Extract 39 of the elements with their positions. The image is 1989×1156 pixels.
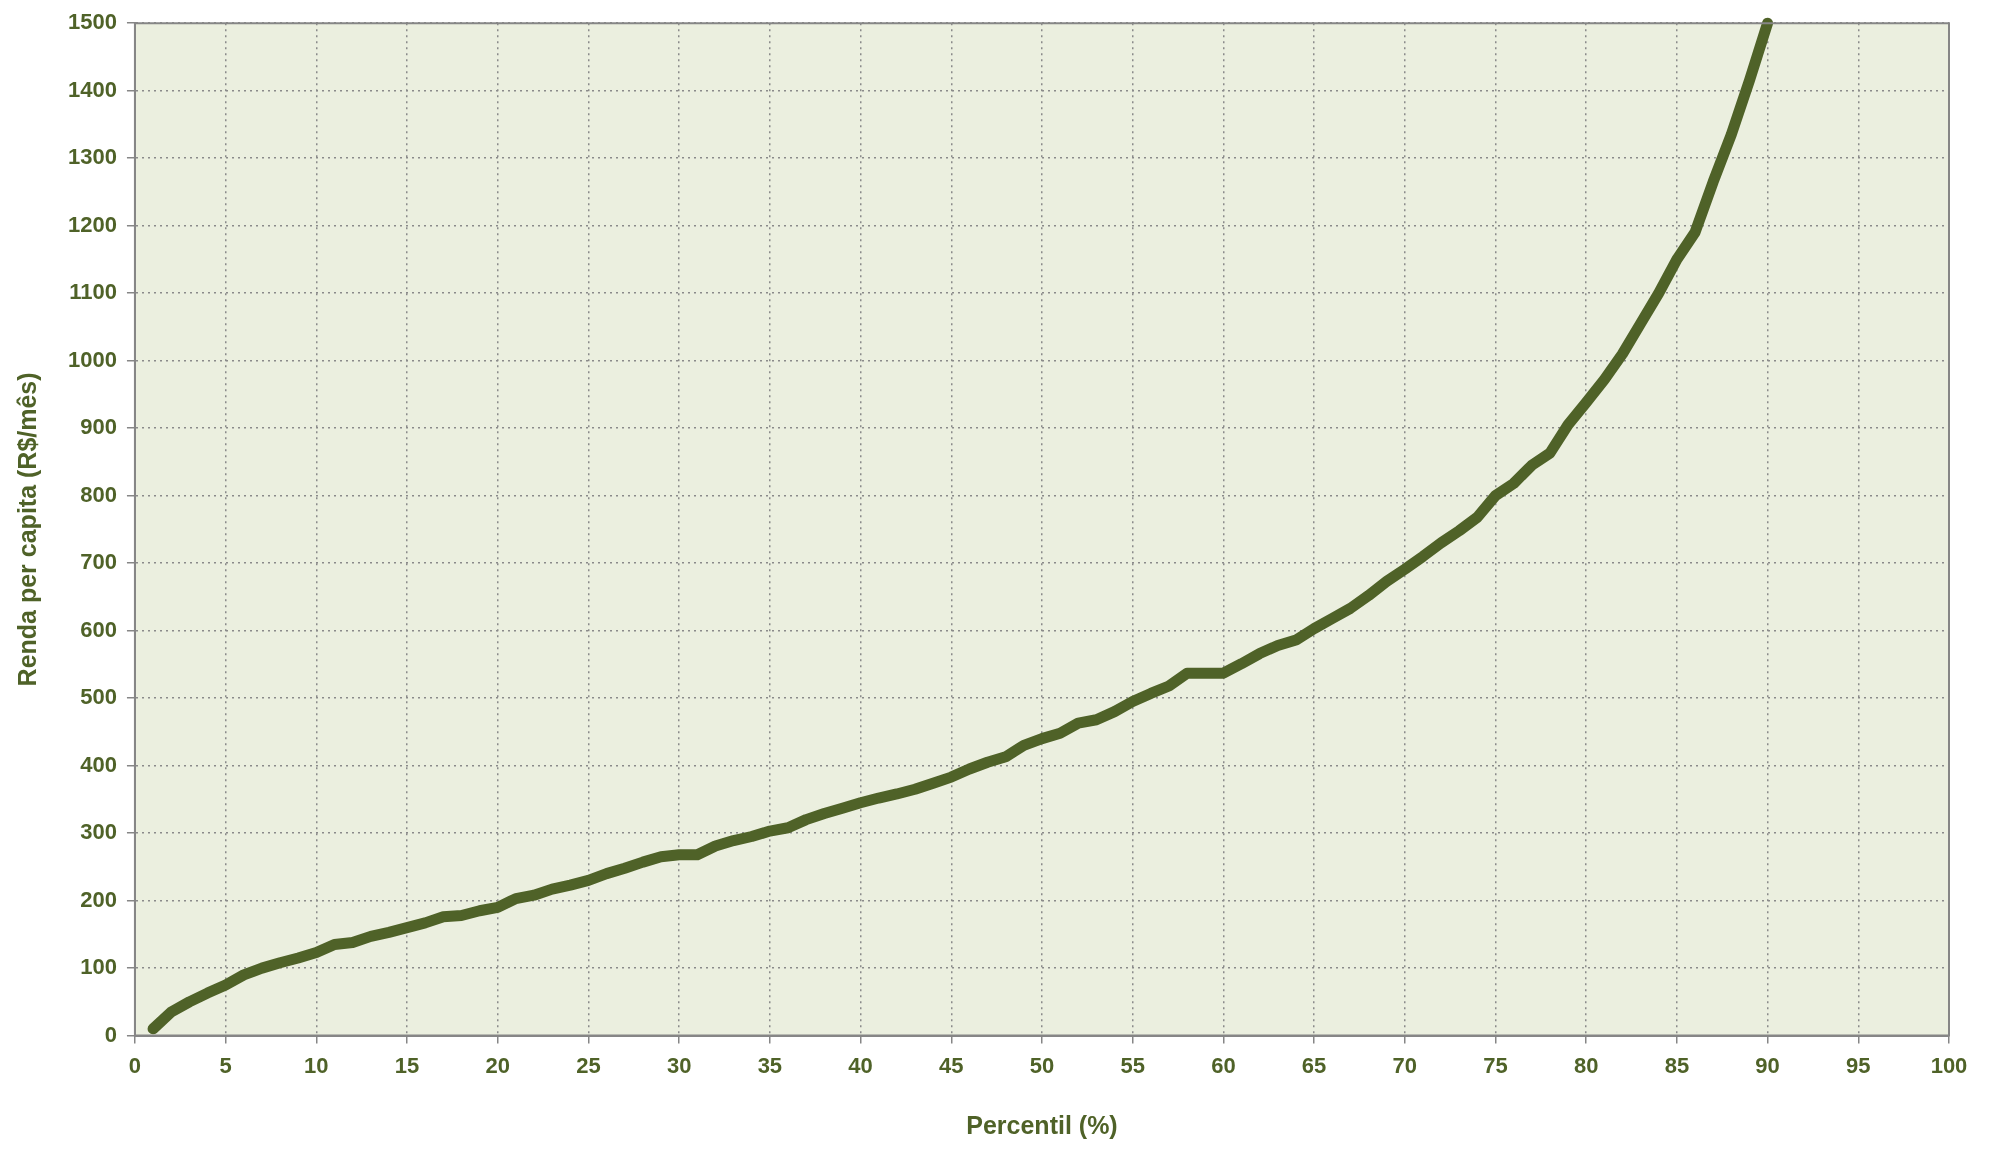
- x-tick-label: 75: [1483, 1052, 1508, 1078]
- x-axis-title: Percentil (%): [966, 1110, 1118, 1139]
- y-tick-label: 500: [80, 684, 117, 710]
- y-tick-label: 1200: [67, 211, 117, 237]
- x-tick-label: 55: [1120, 1052, 1145, 1078]
- y-tick-label: 200: [80, 886, 117, 912]
- x-tick-label: 80: [1573, 1052, 1599, 1078]
- x-tick-label: 95: [1846, 1052, 1871, 1078]
- x-tick-label: 45: [939, 1052, 964, 1078]
- x-tick-label: 60: [1211, 1052, 1236, 1078]
- y-tick-label: 300: [80, 819, 117, 845]
- x-tick-label: 70: [1392, 1052, 1418, 1078]
- x-tick-label: 25: [576, 1052, 601, 1078]
- x-tick-label: 30: [666, 1052, 692, 1078]
- y-tick-label: 800: [80, 481, 117, 507]
- y-tick-label: 1500: [67, 9, 117, 35]
- x-tick-label: 100: [1930, 1052, 1968, 1078]
- y-tick-label: 700: [80, 549, 117, 575]
- y-tick-label: 400: [80, 751, 117, 777]
- x-tick-label: 65: [1301, 1052, 1327, 1078]
- y-tick-label: 0: [104, 1021, 117, 1047]
- x-tick-label: 5: [219, 1052, 232, 1078]
- y-tick-label: 1100: [69, 279, 117, 305]
- x-tick-label: 90: [1755, 1052, 1780, 1078]
- x-tick-label: 0: [128, 1052, 142, 1078]
- y-tick-label: 600: [80, 616, 117, 642]
- x-tick-label: 35: [757, 1052, 783, 1078]
- y-tick-label: 1400: [67, 76, 117, 102]
- x-tick-label: 50: [1029, 1052, 1055, 1078]
- y-tick-label: 900: [80, 414, 117, 440]
- y-tick-label: 1000: [67, 346, 117, 372]
- x-tick-label: 85: [1664, 1052, 1690, 1078]
- x-tick-label: 10: [304, 1052, 329, 1078]
- x-tick-label: 40: [848, 1052, 873, 1078]
- y-tick-label: 1300: [67, 144, 117, 170]
- y-tick-label: 100: [80, 954, 117, 980]
- x-tick-label: 15: [394, 1052, 420, 1078]
- y-axis-title: Renda per capita (R$/mês): [12, 372, 41, 687]
- x-tick-label: 20: [485, 1052, 510, 1078]
